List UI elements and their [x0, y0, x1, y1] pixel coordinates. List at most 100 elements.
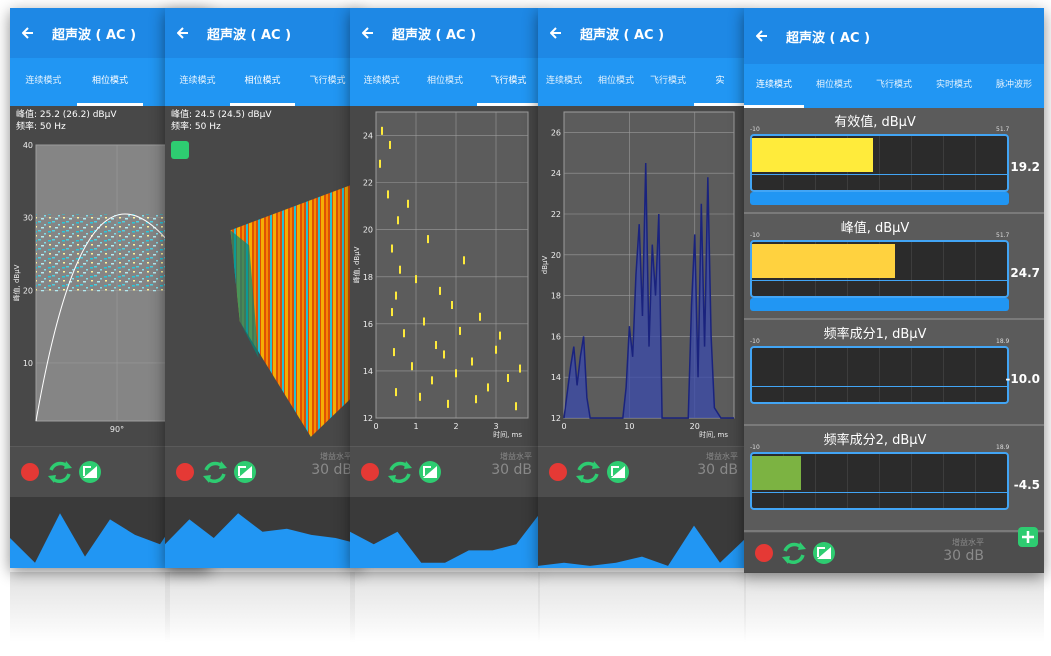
scatter-point [419, 392, 421, 401]
back-button[interactable] [550, 27, 562, 39]
waveform-plot [165, 513, 360, 568]
tab[interactable]: 连续模式 [179, 76, 216, 86]
tab[interactable]: 连续模式 [25, 76, 62, 86]
scatter-point [431, 376, 433, 385]
meter: 峰值, dBμV -10 51.7 24.7 [744, 214, 1044, 320]
scatter-point [507, 373, 509, 382]
tab[interactable]: 相位模式 [815, 80, 852, 90]
gain-label: 增益水平 [952, 538, 984, 547]
tab[interactable]: 连续模式 [545, 76, 582, 86]
meter: 频率成分1, dBμV -10 18.9 -10.0 [744, 320, 1044, 426]
edit-glyph [83, 466, 97, 478]
scatter-point [447, 399, 449, 408]
waveform-area [350, 513, 540, 568]
content: 峰值: 24.5 (24.5) dBμV 频率: 50 Hz [165, 106, 360, 446]
back-arrow [22, 27, 33, 39]
scatter-point [395, 291, 397, 300]
tab[interactable]: 连续模式 [363, 76, 400, 86]
record-button[interactable] [176, 463, 194, 481]
x-tick-label: 90° [110, 425, 124, 434]
tab[interactable]: 相位模式 [597, 76, 634, 86]
meter-value: 19.2 [1010, 160, 1040, 174]
add-button[interactable] [1018, 527, 1038, 547]
reflection [350, 572, 540, 642]
scatter-point [515, 402, 517, 411]
meter-min: -10 [750, 444, 760, 451]
tab[interactable]: 相位模式 [230, 58, 295, 106]
y-tick-label: 40 [23, 141, 33, 150]
meter-max: 51.7 [996, 232, 1010, 239]
back-button[interactable] [22, 27, 34, 39]
edit-glyph [817, 546, 831, 559]
back-button[interactable] [177, 27, 189, 39]
meter-box [750, 346, 1009, 404]
scatter-point [439, 286, 441, 295]
control-icons [361, 461, 441, 483]
scatter-point [381, 126, 383, 135]
scatter-point [399, 265, 401, 274]
scatter-point [443, 350, 445, 359]
app-title: 超声波 ( AC ) [392, 27, 477, 43]
tab-bar: 连续模式 相位模式 飞行模式 [165, 58, 360, 106]
tab[interactable]: 飞行模式 [875, 80, 912, 90]
tab[interactable]: 飞行模式 [476, 58, 540, 106]
reflection [10, 572, 170, 642]
refresh-head [388, 461, 412, 483]
scatter-point [455, 369, 457, 378]
back-button[interactable] [756, 30, 768, 42]
scatter-point [499, 331, 501, 340]
y-tick-label: 14 [551, 373, 561, 382]
meter-value: -4.5 [1013, 478, 1040, 492]
record-button[interactable] [361, 463, 379, 481]
readout-line: 峰值: 24.5 (24.5) dBμV [171, 110, 272, 120]
scatter-point [387, 190, 389, 199]
tab[interactable]: 相位模式 [426, 76, 463, 86]
content: 12 14 16 18 20 22 24 26 0 10 20 dBμV 时间, ms [538, 106, 746, 446]
back-arrow [362, 27, 373, 39]
gain-label: 增益水平 [500, 452, 532, 461]
meter-bar [752, 456, 801, 490]
scatter-point [395, 388, 397, 397]
line-area [564, 163, 734, 418]
y-tick-label: 22 [363, 179, 373, 188]
scatter-point [463, 256, 465, 265]
record-button[interactable] [549, 463, 567, 481]
tab[interactable]: 相位模式 [76, 58, 144, 106]
y-tick-label: 26 [551, 128, 561, 137]
scatter-point [487, 383, 489, 392]
tab[interactable]: 飞行模式 [309, 76, 346, 86]
tab[interactable]: 脉冲波形 [995, 80, 1032, 90]
waveform-plot [10, 507, 210, 568]
meter-title: 峰值, dBμV [840, 221, 910, 236]
tab[interactable]: 实时模式 [935, 80, 972, 90]
tab[interactable]: 飞行模式 [649, 76, 686, 86]
waveform [350, 497, 540, 568]
gain-value: 30 dB [491, 462, 532, 478]
app-bar: 超声波 ( AC ) [538, 8, 746, 58]
phone-screen: 超声波 ( AC ) 连续模式 相位模式 飞行模式实 12 14 16 18 20 22 24 26 0… [538, 8, 746, 568]
meter-title: 频率成分1, dBμV [823, 327, 927, 342]
gain-value: 30 dB [697, 462, 738, 478]
edit-glyph [423, 466, 431, 476]
scatter-point [391, 244, 393, 253]
app-bar: 超声波 ( AC ) [744, 8, 1044, 64]
app-title: 超声波 ( AC ) [786, 30, 871, 46]
waveform-plot [350, 513, 540, 568]
scatter-point [495, 345, 497, 354]
waveform-area [10, 507, 210, 568]
record-button[interactable] [755, 543, 773, 562]
control-icons [21, 461, 101, 483]
x-axis-label: 时间, ms [493, 430, 522, 439]
y-tick-label: 12 [363, 414, 373, 423]
gain-value: 30 dB [943, 548, 984, 564]
tab[interactable]: 实 [694, 58, 746, 106]
tab[interactable]: 连续模式 [744, 64, 804, 108]
back-button[interactable] [362, 27, 374, 39]
record-button[interactable] [21, 463, 39, 481]
y-tick-label: 12 [551, 414, 561, 423]
scatter-point [427, 235, 429, 244]
plot-area [375, 111, 529, 419]
y-tick-label: 24 [551, 169, 561, 178]
